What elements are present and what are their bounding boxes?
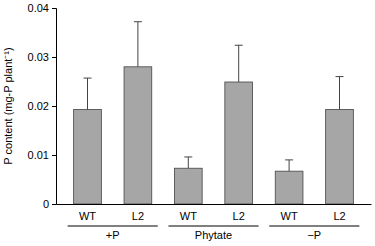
group-label: +P [106,229,120,241]
group-label: −P [307,229,321,241]
bar [74,109,102,204]
x-tick-label: WT [281,210,298,222]
marks [74,22,354,204]
y-tick-mark [52,204,56,205]
error-bar-line [184,157,192,168]
bar [225,82,253,204]
group-line [269,226,359,227]
y-tick-label: 0.04 [28,2,49,14]
y-tick: 0.04 [28,2,56,14]
error-bar-line [134,22,142,67]
error-bar-line [285,160,293,171]
y-tick: 0.01 [28,149,56,161]
error-bar [235,45,243,82]
error-bar-line [84,78,92,109]
error-bar-line [336,77,344,110]
x-tick-label: L2 [233,210,245,222]
error-bar [184,157,192,168]
y-tick-mark [52,106,56,107]
x-tick: WT [281,210,298,222]
x-tick-label: WT [79,210,96,222]
y-axis-title: P content (mg-P plant⁻¹) [2,47,14,164]
x-tick: WT [180,210,197,222]
y-tick-mark [52,155,56,156]
y-tick-mark [52,8,56,9]
group-label: Phytate [195,229,232,241]
group-labels: +P Phytate −P [68,226,360,241]
y-tick-label: 0.02 [28,100,49,112]
error-bar [285,160,293,171]
y-tick: 0.03 [28,51,56,63]
y-tick: 0 [43,198,56,210]
error-bar-line [235,45,243,82]
bar [326,109,354,204]
y-tick-label: 0.03 [28,51,49,63]
y-tick-label: 0.01 [28,149,49,161]
error-bar [134,22,142,67]
error-bar [336,77,344,110]
bar [275,171,303,204]
y-tick-mark [52,57,56,58]
x-axis-line [57,204,372,205]
x-axis: WT L2 WT L2 WT L2 [57,205,372,223]
x-tick-label: L2 [333,210,345,222]
chart: 0 0.01 0.02 0.03 0.04 WT L2 WT L2 WT L2 +P Phytate −P… [0,0,375,246]
x-tick-label: WT [180,210,197,222]
x-tick-label: L2 [132,210,144,222]
bar [124,67,152,204]
x-tick: L2 [132,210,144,222]
group-line [68,226,158,227]
bar [174,168,202,204]
y-tick: 0.02 [28,100,56,112]
y-axis-line [52,9,57,205]
x-tick: L2 [233,210,245,222]
x-tick: L2 [333,210,345,222]
error-bar [84,78,92,109]
group-line [168,226,258,227]
y-axis: 0 0.01 0.02 0.03 0.04 [28,2,57,210]
plot: 0 0.01 0.02 0.03 0.04 WT L2 WT L2 WT L2 +P Phytate −P [28,2,372,241]
x-tick: WT [79,210,96,222]
y-tick-label: 0 [43,198,49,210]
